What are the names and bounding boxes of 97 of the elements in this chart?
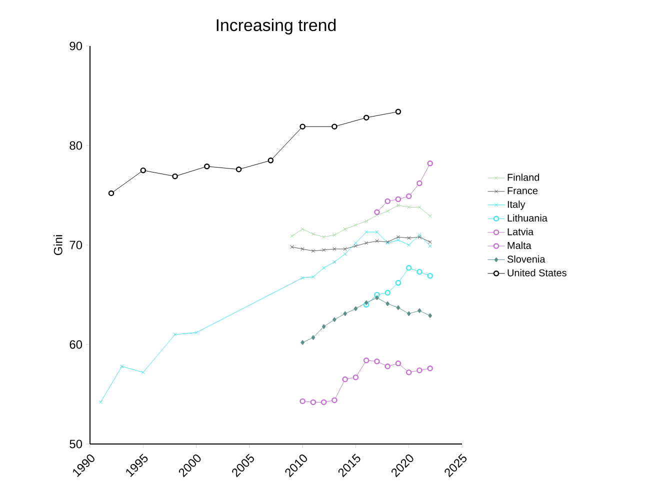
- point: [236, 166, 242, 172]
- point: [396, 203, 400, 208]
- point: [374, 358, 380, 364]
- point: [300, 276, 304, 280]
- legend-label: Malta: [508, 242, 532, 249]
- point: [384, 290, 390, 296]
- point: [141, 370, 146, 374]
- point: [386, 209, 390, 214]
- point: [395, 280, 402, 286]
- point: [322, 266, 326, 270]
- point: [375, 239, 379, 243]
- point: [364, 300, 368, 306]
- point: [364, 241, 368, 245]
- chart-title: Increasing trend: [216, 18, 336, 35]
- point: [352, 374, 359, 380]
- point: [406, 243, 411, 247]
- point: [300, 247, 304, 251]
- point: [364, 219, 368, 223]
- point: [395, 196, 402, 202]
- point: [311, 334, 316, 340]
- point: [332, 247, 336, 251]
- point: [374, 209, 380, 216]
- point: [418, 308, 422, 314]
- y-tick-label: 80: [70, 141, 82, 150]
- point: [418, 205, 422, 210]
- point: [354, 241, 358, 245]
- point: [120, 364, 124, 368]
- point: [300, 124, 306, 130]
- point: [343, 247, 347, 251]
- point: [406, 311, 411, 316]
- point: [416, 268, 422, 275]
- point: [416, 367, 422, 374]
- point: [416, 180, 422, 186]
- point: [343, 252, 347, 256]
- point: [427, 160, 434, 166]
- point: [375, 295, 379, 300]
- point: [300, 227, 304, 231]
- point: [311, 249, 316, 253]
- point: [354, 244, 358, 248]
- point: [363, 114, 370, 121]
- point: [396, 235, 400, 239]
- point: [384, 198, 390, 204]
- point: [343, 311, 348, 316]
- point: [332, 397, 338, 404]
- point: [364, 230, 368, 234]
- point: [332, 124, 338, 130]
- point: [204, 164, 210, 170]
- point: [332, 317, 336, 322]
- y-axis-title: Gini: [54, 235, 62, 256]
- point: [173, 332, 177, 336]
- point: [386, 301, 390, 306]
- point: [396, 305, 400, 310]
- point: [311, 274, 316, 279]
- point: [343, 227, 347, 231]
- point: [194, 330, 198, 334]
- point: [406, 193, 412, 200]
- point: [406, 264, 412, 271]
- point: [310, 399, 316, 406]
- point: [172, 173, 178, 180]
- y-tick-label: 60: [70, 340, 82, 349]
- point: [322, 324, 326, 330]
- legend-label: Latvia: [508, 228, 534, 236]
- legend-label: Finland: [508, 174, 540, 181]
- y-tick-label: 50: [70, 440, 82, 448]
- point: [406, 236, 411, 240]
- point: [396, 238, 400, 242]
- point: [332, 260, 336, 264]
- point: [354, 223, 358, 227]
- y-tick-label: 70: [70, 240, 82, 250]
- point: [395, 108, 402, 115]
- point: [427, 272, 434, 279]
- y-tick-label: 90: [70, 42, 82, 50]
- point: [322, 248, 326, 252]
- point: [300, 398, 306, 404]
- point: [140, 167, 146, 174]
- point: [428, 313, 432, 318]
- point: [363, 358, 370, 364]
- point: [300, 340, 305, 346]
- point: [342, 376, 348, 382]
- point: [311, 232, 316, 236]
- point: [108, 190, 114, 196]
- point: [427, 365, 434, 372]
- point: [320, 399, 327, 406]
- point: [332, 233, 336, 237]
- point: [375, 230, 379, 234]
- legend-label: United States: [508, 269, 566, 276]
- point: [384, 364, 390, 370]
- point: [354, 306, 358, 312]
- point: [322, 235, 326, 239]
- point: [406, 369, 412, 376]
- point: [268, 158, 274, 164]
- legend-label: Italy: [508, 200, 526, 210]
- legend-label: France: [508, 187, 538, 194]
- legend-label: Slovenia: [507, 255, 546, 263]
- point: [406, 205, 411, 210]
- point: [395, 360, 402, 366]
- legend-label: Lithuania: [508, 214, 548, 222]
